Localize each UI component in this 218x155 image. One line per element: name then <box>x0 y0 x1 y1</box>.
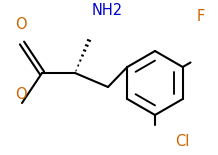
Text: F: F <box>196 9 205 24</box>
Text: O: O <box>15 87 27 102</box>
Text: Cl: Cl <box>175 134 189 149</box>
Text: O: O <box>15 17 27 32</box>
Text: NH2: NH2 <box>92 3 123 18</box>
